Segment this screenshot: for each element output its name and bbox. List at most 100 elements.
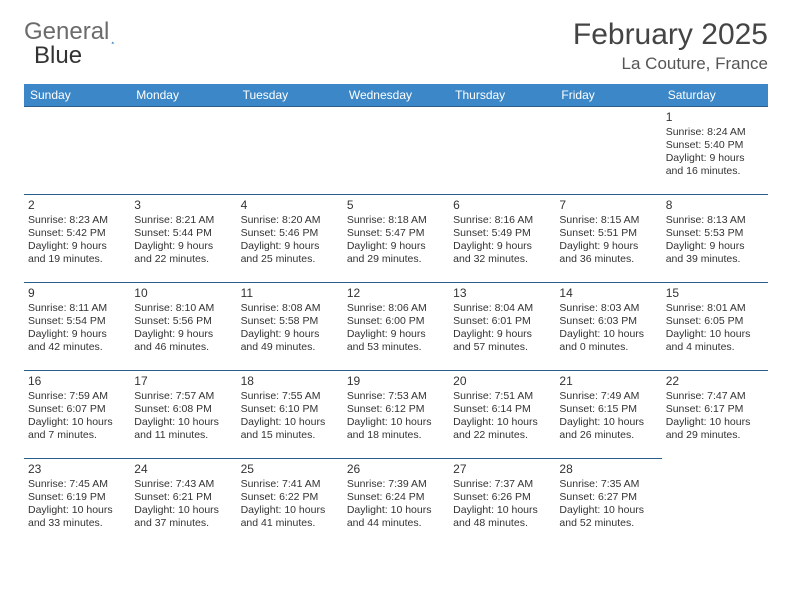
sunrise-line: Sunrise: 7:49 AM	[559, 390, 657, 403]
calendar-cell: 9Sunrise: 8:11 AMSunset: 5:54 PMDaylight…	[24, 282, 130, 370]
day-number: 17	[134, 374, 232, 389]
day-number: 10	[134, 286, 232, 301]
calendar-cell: 1Sunrise: 8:24 AMSunset: 5:40 PMDaylight…	[662, 106, 768, 194]
sunset-line: Sunset: 6:00 PM	[347, 315, 445, 328]
day-number: 22	[666, 374, 764, 389]
weekday-header: Sunday	[24, 84, 130, 106]
sunset-line: Sunset: 6:10 PM	[241, 403, 339, 416]
calendar-cell: 23Sunrise: 7:45 AMSunset: 6:19 PMDayligh…	[24, 458, 130, 546]
daylight-line: Daylight: 9 hours and 42 minutes.	[28, 328, 126, 354]
daylight-line: Daylight: 9 hours and 32 minutes.	[453, 240, 551, 266]
sunset-line: Sunset: 6:26 PM	[453, 491, 551, 504]
daylight-line: Daylight: 10 hours and 0 minutes.	[559, 328, 657, 354]
day-number: 6	[453, 198, 551, 213]
sunset-line: Sunset: 6:07 PM	[28, 403, 126, 416]
calendar-cell: 10Sunrise: 8:10 AMSunset: 5:56 PMDayligh…	[130, 282, 236, 370]
day-number: 18	[241, 374, 339, 389]
sunrise-line: Sunrise: 7:55 AM	[241, 390, 339, 403]
calendar-cell: 24Sunrise: 7:43 AMSunset: 6:21 PMDayligh…	[130, 458, 236, 546]
sunrise-line: Sunrise: 8:08 AM	[241, 302, 339, 315]
sunset-line: Sunset: 5:44 PM	[134, 227, 232, 240]
daylight-line: Daylight: 9 hours and 25 minutes.	[241, 240, 339, 266]
day-number: 19	[347, 374, 445, 389]
day-number: 15	[666, 286, 764, 301]
brand-part2: Blue	[34, 42, 82, 70]
sunset-line: Sunset: 6:08 PM	[134, 403, 232, 416]
day-number: 5	[347, 198, 445, 213]
sunrise-line: Sunrise: 8:06 AM	[347, 302, 445, 315]
sunrise-line: Sunrise: 8:10 AM	[134, 302, 232, 315]
daylight-line: Daylight: 10 hours and 22 minutes.	[453, 416, 551, 442]
day-number: 24	[134, 462, 232, 477]
day-number: 9	[28, 286, 126, 301]
day-number: 14	[559, 286, 657, 301]
weekday-header: Tuesday	[237, 84, 343, 106]
sunrise-line: Sunrise: 8:11 AM	[28, 302, 126, 315]
sunrise-line: Sunrise: 7:45 AM	[28, 478, 126, 491]
sunset-line: Sunset: 6:17 PM	[666, 403, 764, 416]
sunrise-line: Sunrise: 7:43 AM	[134, 478, 232, 491]
daylight-line: Daylight: 10 hours and 29 minutes.	[666, 416, 764, 442]
sunset-line: Sunset: 5:56 PM	[134, 315, 232, 328]
daylight-line: Daylight: 10 hours and 52 minutes.	[559, 504, 657, 530]
daylight-line: Daylight: 10 hours and 44 minutes.	[347, 504, 445, 530]
calendar-cell: 11Sunrise: 8:08 AMSunset: 5:58 PMDayligh…	[237, 282, 343, 370]
daylight-line: Daylight: 9 hours and 36 minutes.	[559, 240, 657, 266]
sunset-line: Sunset: 5:51 PM	[559, 227, 657, 240]
calendar-cell: 17Sunrise: 7:57 AMSunset: 6:08 PMDayligh…	[130, 370, 236, 458]
day-number: 21	[559, 374, 657, 389]
daylight-line: Daylight: 10 hours and 41 minutes.	[241, 504, 339, 530]
weekday-header: Wednesday	[343, 84, 449, 106]
sunset-line: Sunset: 5:49 PM	[453, 227, 551, 240]
sunset-line: Sunset: 6:15 PM	[559, 403, 657, 416]
weekday-header: Thursday	[449, 84, 555, 106]
sunrise-line: Sunrise: 7:37 AM	[453, 478, 551, 491]
calendar: SundayMondayTuesdayWednesdayThursdayFrid…	[24, 84, 768, 546]
sail-icon	[111, 23, 115, 41]
sunset-line: Sunset: 5:46 PM	[241, 227, 339, 240]
calendar-cell: 20Sunrise: 7:51 AMSunset: 6:14 PMDayligh…	[449, 370, 555, 458]
sunset-line: Sunset: 6:21 PM	[134, 491, 232, 504]
day-number: 27	[453, 462, 551, 477]
day-number: 11	[241, 286, 339, 301]
calendar-cell: 19Sunrise: 7:53 AMSunset: 6:12 PMDayligh…	[343, 370, 449, 458]
calendar-cell: 4Sunrise: 8:20 AMSunset: 5:46 PMDaylight…	[237, 194, 343, 282]
calendar-cell: 27Sunrise: 7:37 AMSunset: 6:26 PMDayligh…	[449, 458, 555, 546]
calendar-cell: 13Sunrise: 8:04 AMSunset: 6:01 PMDayligh…	[449, 282, 555, 370]
sunrise-line: Sunrise: 7:59 AM	[28, 390, 126, 403]
sunset-line: Sunset: 6:01 PM	[453, 315, 551, 328]
calendar-cell: 2Sunrise: 8:23 AMSunset: 5:42 PMDaylight…	[24, 194, 130, 282]
calendar-cell: 26Sunrise: 7:39 AMSunset: 6:24 PMDayligh…	[343, 458, 449, 546]
calendar-cell: 14Sunrise: 8:03 AMSunset: 6:03 PMDayligh…	[555, 282, 661, 370]
calendar-cell: 8Sunrise: 8:13 AMSunset: 5:53 PMDaylight…	[662, 194, 768, 282]
daylight-line: Daylight: 9 hours and 46 minutes.	[134, 328, 232, 354]
calendar-cell-empty	[130, 106, 236, 194]
day-number: 16	[28, 374, 126, 389]
day-number: 23	[28, 462, 126, 477]
day-number: 28	[559, 462, 657, 477]
daylight-line: Daylight: 9 hours and 57 minutes.	[453, 328, 551, 354]
calendar-cell: 3Sunrise: 8:21 AMSunset: 5:44 PMDaylight…	[130, 194, 236, 282]
sunset-line: Sunset: 5:40 PM	[666, 139, 764, 152]
sunrise-line: Sunrise: 8:18 AM	[347, 214, 445, 227]
sunrise-line: Sunrise: 8:13 AM	[666, 214, 764, 227]
month-title: February 2025	[573, 18, 768, 52]
sunset-line: Sunset: 5:42 PM	[28, 227, 126, 240]
sunset-line: Sunset: 6:03 PM	[559, 315, 657, 328]
day-number: 1	[666, 110, 764, 125]
sunset-line: Sunset: 5:54 PM	[28, 315, 126, 328]
calendar-cell: 25Sunrise: 7:41 AMSunset: 6:22 PMDayligh…	[237, 458, 343, 546]
sunrise-line: Sunrise: 8:24 AM	[666, 126, 764, 139]
calendar-cell-empty	[555, 106, 661, 194]
daylight-line: Daylight: 9 hours and 53 minutes.	[347, 328, 445, 354]
day-number: 13	[453, 286, 551, 301]
daylight-line: Daylight: 9 hours and 29 minutes.	[347, 240, 445, 266]
calendar-cell: 16Sunrise: 7:59 AMSunset: 6:07 PMDayligh…	[24, 370, 130, 458]
sunrise-line: Sunrise: 7:47 AM	[666, 390, 764, 403]
day-number: 2	[28, 198, 126, 213]
daylight-line: Daylight: 9 hours and 19 minutes.	[28, 240, 126, 266]
calendar-cell: 7Sunrise: 8:15 AMSunset: 5:51 PMDaylight…	[555, 194, 661, 282]
day-number: 12	[347, 286, 445, 301]
daylight-line: Daylight: 10 hours and 48 minutes.	[453, 504, 551, 530]
calendar-cell: 12Sunrise: 8:06 AMSunset: 6:00 PMDayligh…	[343, 282, 449, 370]
